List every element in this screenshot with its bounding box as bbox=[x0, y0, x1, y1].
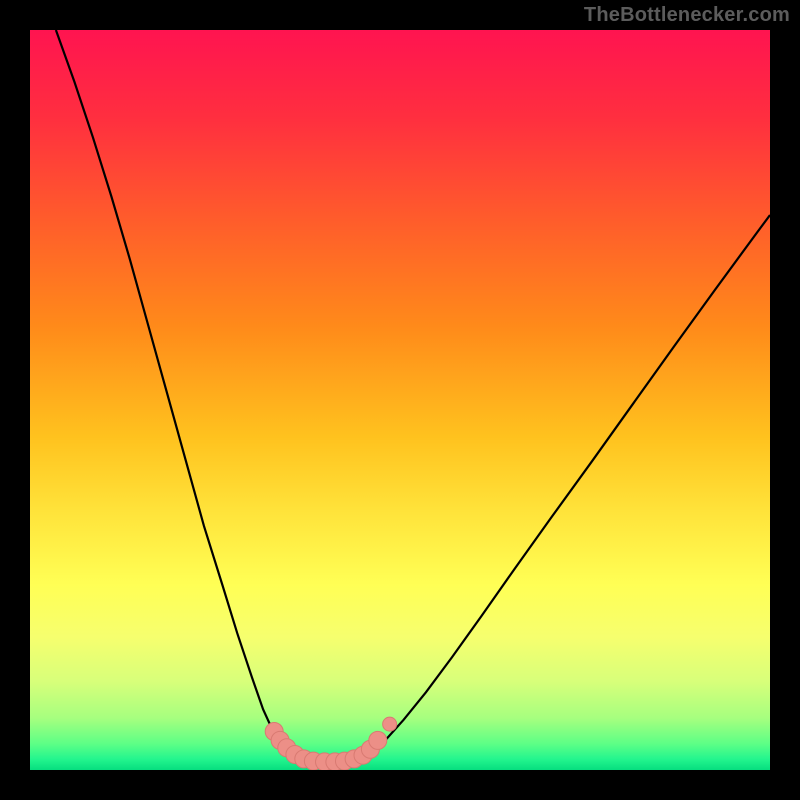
bottom-marker bbox=[369, 731, 387, 749]
frame: TheBottlenecker.com bbox=[0, 0, 800, 800]
watermark-text: TheBottlenecker.com bbox=[584, 4, 790, 27]
plot-area bbox=[30, 30, 770, 770]
isolated-marker bbox=[383, 717, 397, 731]
chart-svg bbox=[30, 30, 770, 770]
gradient-background bbox=[30, 30, 770, 770]
